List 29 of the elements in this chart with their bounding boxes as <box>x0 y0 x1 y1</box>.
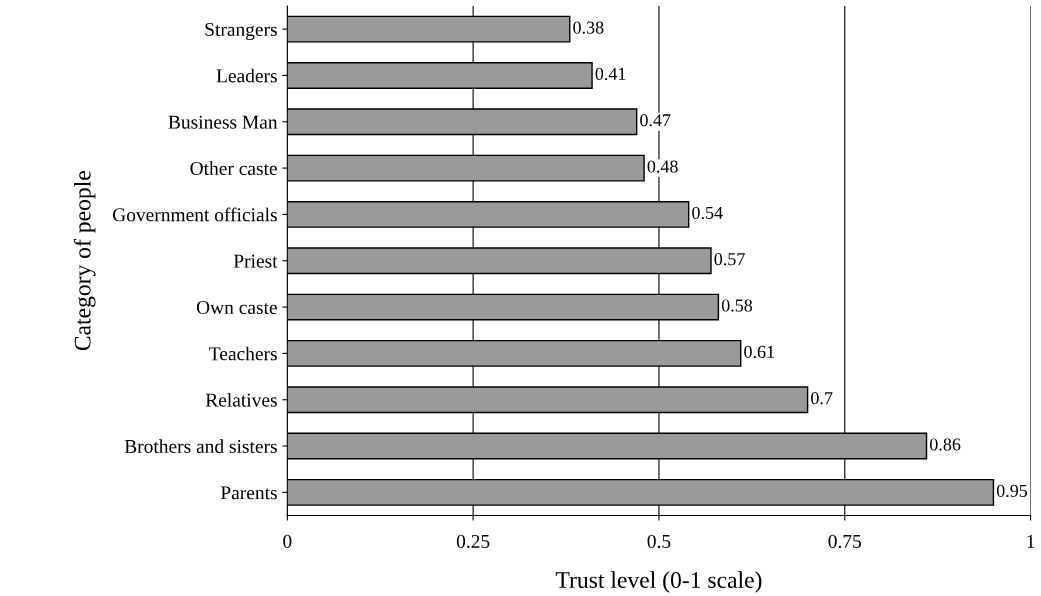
y-tick-label: Other caste <box>190 161 277 176</box>
y-tick-label: Parents <box>220 486 277 500</box>
y-tick-label: Strangers <box>205 22 277 41</box>
data-label: 0.86 <box>930 438 961 451</box>
data-label: 0.48 <box>647 160 678 173</box>
data-label: 0.58 <box>721 299 753 312</box>
x-tick-label: 0.25 <box>456 534 490 549</box>
y-tick-label: Brothers and sisters <box>124 439 277 453</box>
data-label: 0.41 <box>595 67 626 81</box>
x-axis-title: Trust level (0-1 scale) <box>555 571 762 593</box>
y-tick-label: Own caste <box>196 300 277 315</box>
data-label: 0.54 <box>692 206 723 220</box>
y-tick-label: Business Man <box>168 115 278 129</box>
data-label: 0.95 <box>996 484 1028 497</box>
data-label: 0.7 <box>811 392 833 405</box>
y-tick-label: Teachers <box>209 346 277 361</box>
data-label: 0.57 <box>714 253 745 266</box>
x-tick-label: 1 <box>1027 534 1035 548</box>
y-tick-label: Relatives <box>205 392 277 407</box>
data-label: 0.38 <box>573 21 604 34</box>
y-tick-label: Leaders <box>216 68 277 83</box>
data-label: 0.47 <box>640 114 671 127</box>
x-tick-label: 0.75 <box>828 534 862 549</box>
y-tick-label: Priest <box>233 254 278 268</box>
y-axis-title: Category of people <box>73 171 96 351</box>
data-label: 0.61 <box>744 345 774 358</box>
x-tick-label: 0 <box>283 534 292 548</box>
x-tick-label: 0.5 <box>647 534 671 549</box>
y-tick-label: Government officials <box>112 207 277 222</box>
